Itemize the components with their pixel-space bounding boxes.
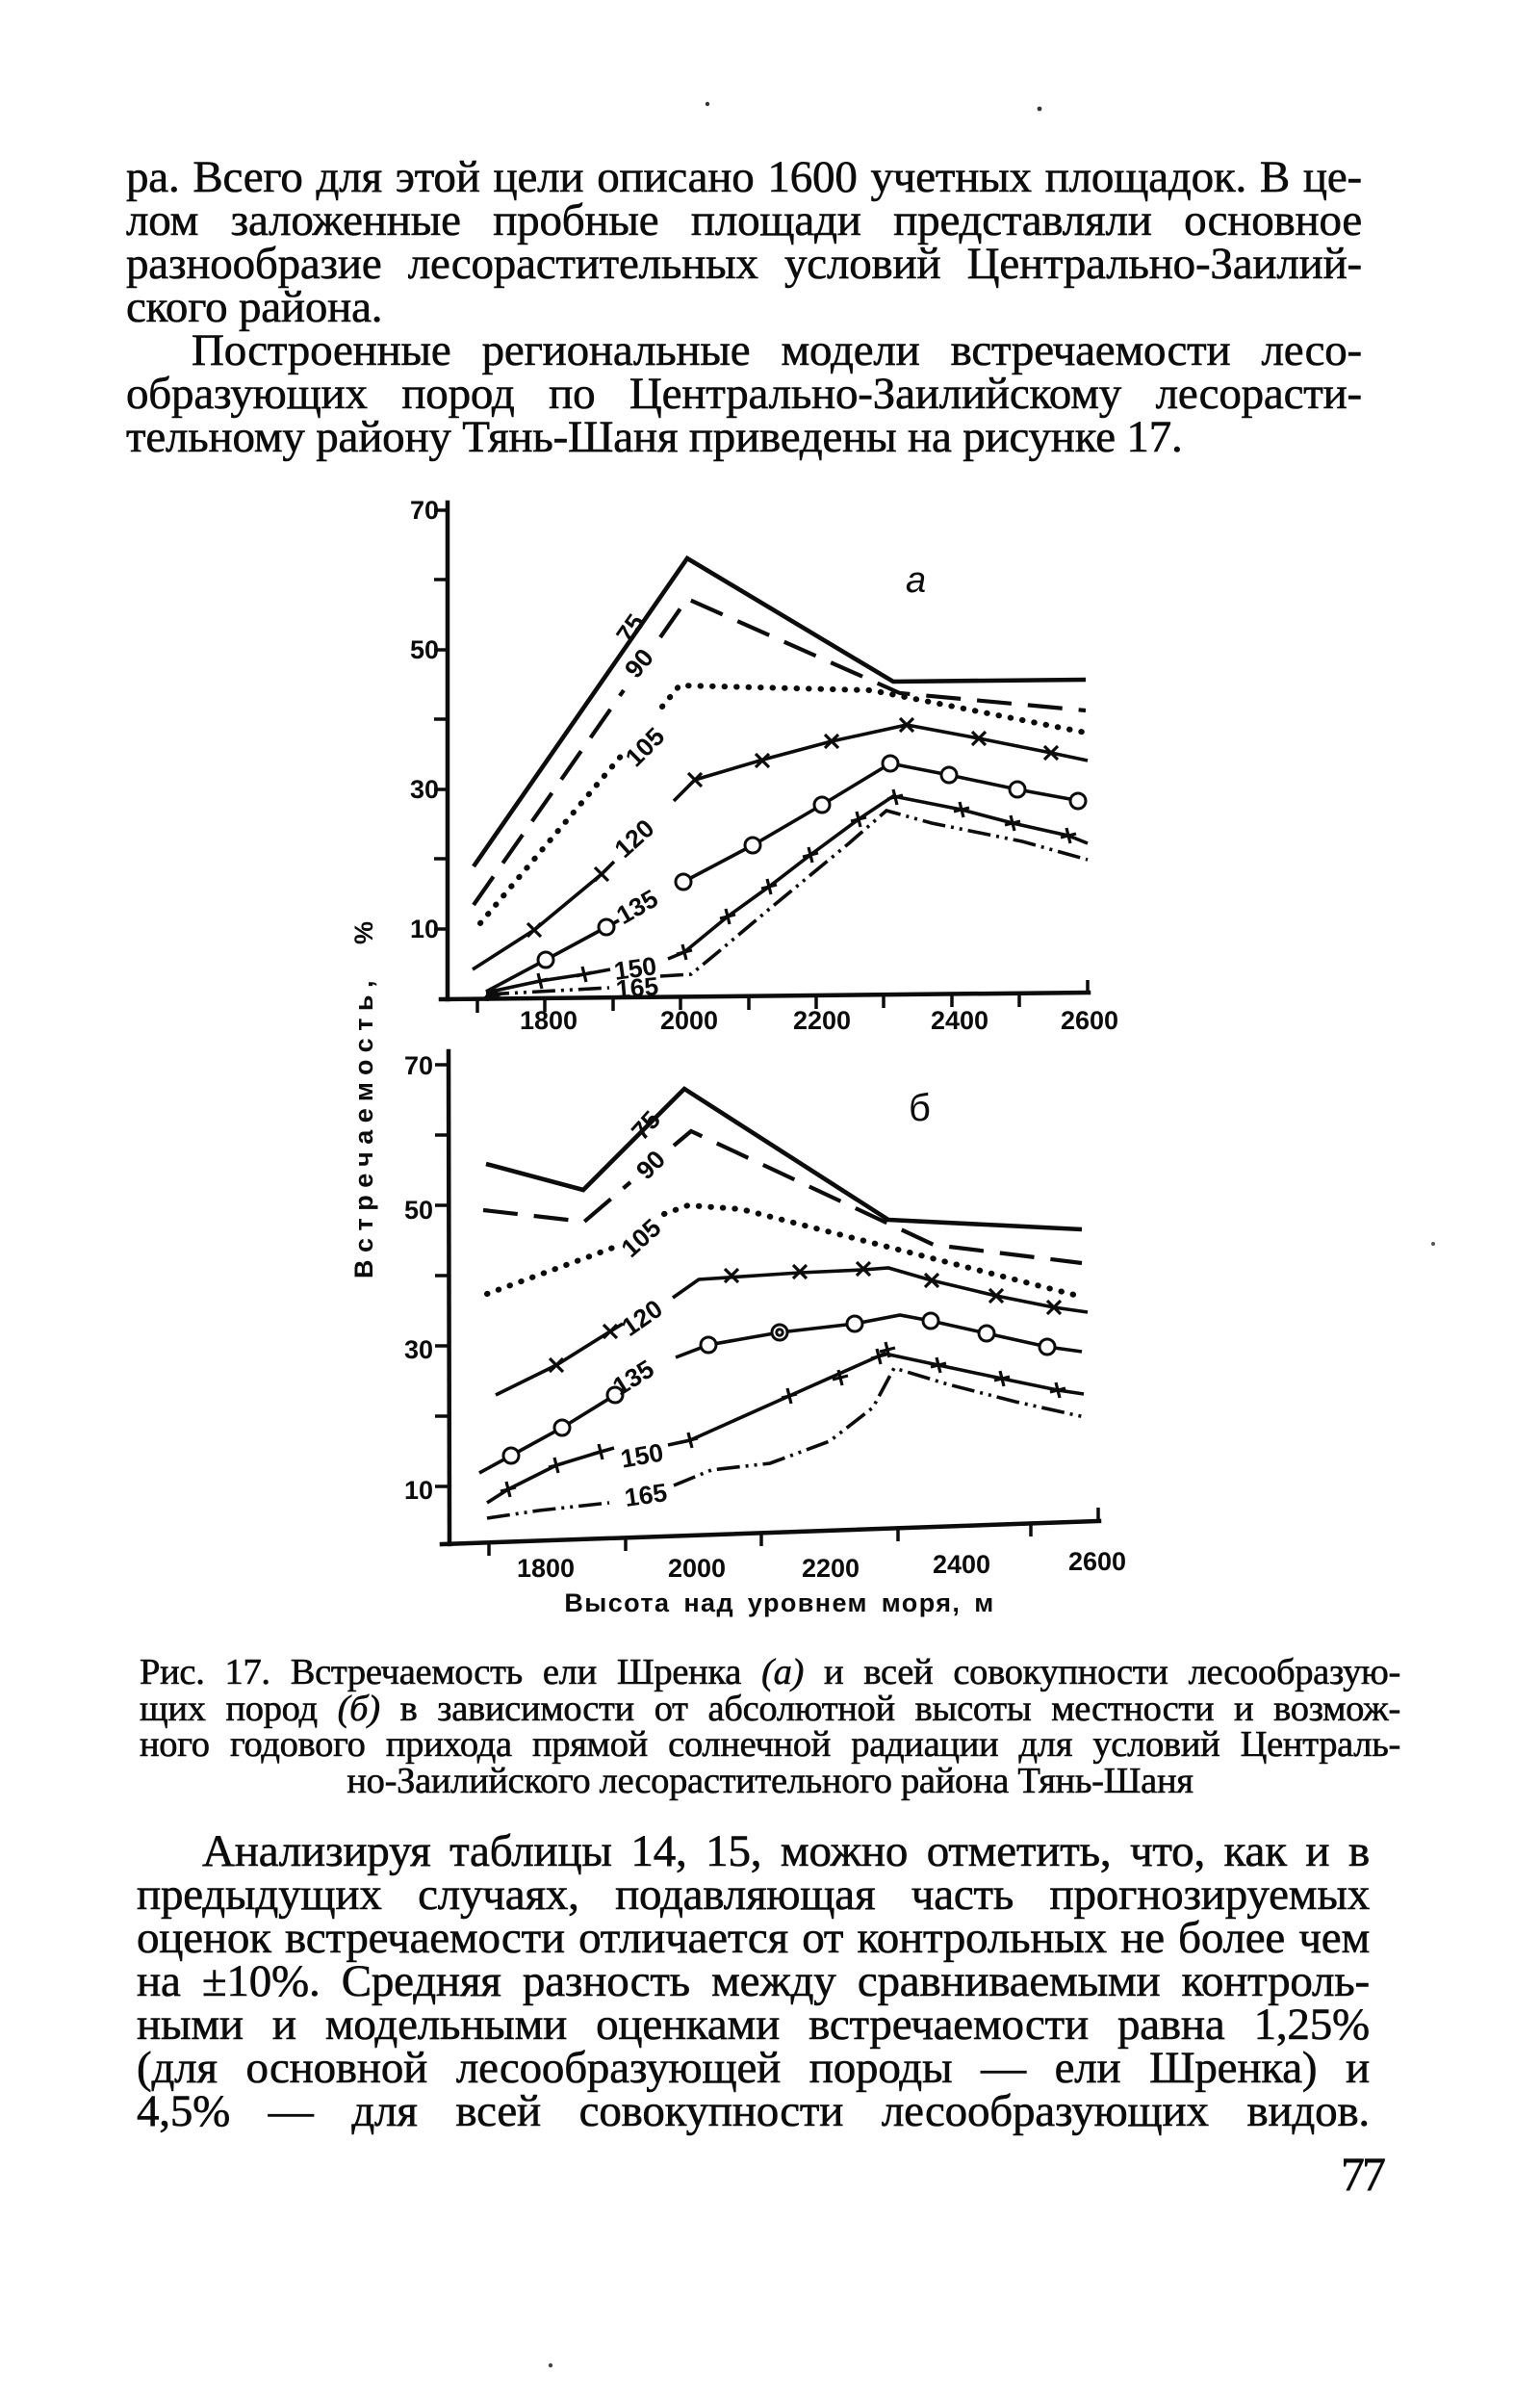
svg-text:75: 75 — [610, 608, 650, 648]
svg-text:30: 30 — [410, 775, 439, 804]
svg-text:120: 120 — [609, 813, 660, 864]
svg-text:90: 90 — [630, 1145, 671, 1185]
svg-text:2400: 2400 — [933, 1550, 990, 1579]
svg-text:2000: 2000 — [668, 1554, 726, 1583]
svg-text:50: 50 — [410, 635, 439, 664]
svg-text:2400: 2400 — [931, 1006, 988, 1035]
svg-text:2200: 2200 — [802, 1554, 860, 1583]
svg-text:2200: 2200 — [793, 1006, 851, 1035]
svg-text:б: б — [909, 1087, 931, 1129]
svg-text:135: 135 — [611, 884, 662, 930]
svg-text:165: 165 — [623, 1478, 669, 1512]
svg-text:105: 105 — [620, 722, 670, 772]
svg-text:120: 120 — [616, 1294, 667, 1342]
svg-text:Встречаемость, %: Встречаемость, % — [349, 914, 378, 1278]
svg-text:Высота над уровнем моря, м: Высота над уровнем моря, м — [564, 1588, 994, 1617]
svg-text:2600: 2600 — [1068, 1547, 1126, 1576]
svg-text:10: 10 — [410, 915, 439, 943]
svg-text:1800: 1800 — [520, 1006, 578, 1035]
svg-text:2000: 2000 — [660, 1006, 718, 1035]
svg-text:70: 70 — [404, 1051, 433, 1080]
svg-text:50: 50 — [404, 1196, 433, 1225]
svg-text:2600: 2600 — [1061, 1006, 1118, 1035]
svg-text:1800: 1800 — [517, 1554, 575, 1583]
svg-text:30: 30 — [404, 1335, 433, 1364]
svg-text:105: 105 — [616, 1213, 667, 1263]
svg-text:10: 10 — [404, 1476, 433, 1505]
svg-text:70: 70 — [410, 496, 439, 525]
svg-text:150: 150 — [612, 951, 658, 986]
svg-text:165: 165 — [615, 971, 660, 1004]
svg-text:150: 150 — [619, 1437, 666, 1473]
svg-text:a: a — [906, 560, 926, 601]
